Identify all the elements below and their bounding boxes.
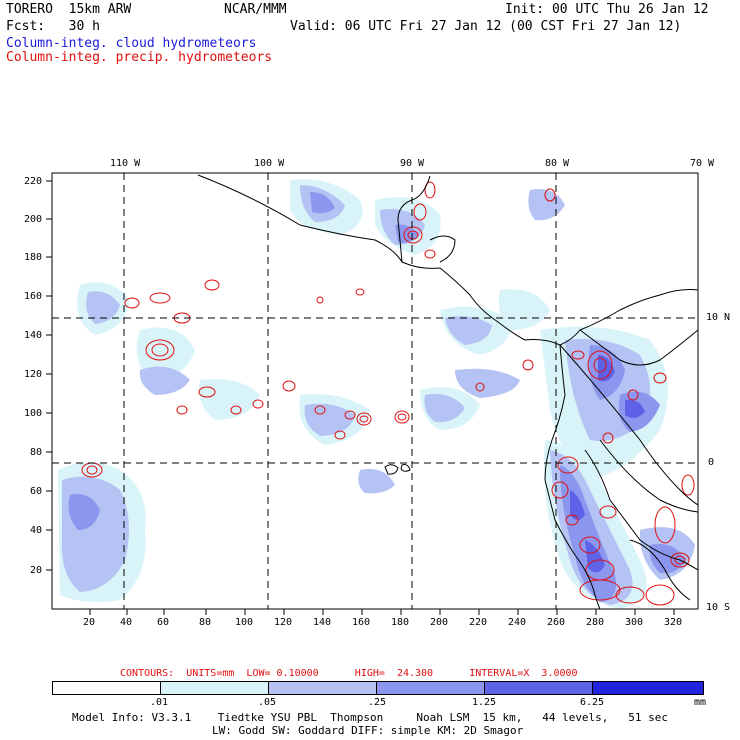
- precip-field-label: Column-integ. precip. hydrometeors: [6, 50, 273, 65]
- precip-contours: [81, 181, 695, 606]
- legend-label: 1.25: [472, 697, 497, 708]
- y-tick-label: 120: [24, 369, 43, 380]
- x-tick-label: 180: [391, 617, 410, 628]
- valid-time: Valid: 06 UTC Fri 27 Jan 12 (00 CST Fri …: [290, 19, 682, 34]
- y-tick-label: 40: [30, 525, 43, 536]
- init-time: Init: 00 UTC Thu 26 Jan 12: [505, 2, 709, 17]
- x-tick-label: 200: [430, 617, 449, 628]
- x-tick-label: 260: [547, 617, 566, 628]
- legend-swatch: [593, 682, 703, 694]
- y-tick-label: 140: [24, 330, 43, 341]
- legend-label: .05: [258, 697, 277, 708]
- lat-label-0: 0: [708, 457, 715, 468]
- center-label: NCAR/MMM: [224, 2, 287, 17]
- model-info: Model Info: V3.3.1 Tiedtke YSU PBL Thomp…: [72, 711, 669, 724]
- x-tick-label: 120: [274, 617, 293, 628]
- legend-unit: mm: [694, 697, 707, 708]
- y-tick-label: 100: [24, 408, 43, 419]
- cloud-shading: [58, 179, 695, 609]
- legend-label: .25: [368, 697, 387, 708]
- lon-label-90w: 90 W: [400, 158, 425, 169]
- x-tick-label: 320: [664, 617, 683, 628]
- x-tick-label: 300: [625, 617, 644, 628]
- y-tick-label: 200: [24, 214, 43, 225]
- y-tick-label: 80: [30, 447, 43, 458]
- y-tick-label: 220: [24, 176, 43, 187]
- x-tick-label: 80: [199, 617, 212, 628]
- lon-label-70w: 70 W: [690, 158, 715, 169]
- legend-swatch: [269, 682, 377, 694]
- latlon-grid: [52, 173, 698, 609]
- lon-label-100w: 100 W: [254, 158, 285, 169]
- color-legend: [52, 681, 704, 695]
- x-tick-label: 240: [508, 617, 527, 628]
- lon-label-80w: 80 W: [545, 158, 570, 169]
- x-tick-label: 280: [586, 617, 605, 628]
- lat-label-10n: 10 N: [706, 312, 731, 323]
- map-frame: [51, 172, 699, 610]
- legend-swatch: [485, 682, 593, 694]
- x-tick-label: 20: [83, 617, 96, 628]
- model-title: TORERO 15km ARW: [6, 2, 132, 17]
- lon-label-110w: 110 W: [110, 158, 141, 169]
- lat-label-10s: 10 S: [706, 602, 731, 613]
- x-tick-label: 40: [120, 617, 133, 628]
- x-tick-label: 140: [313, 617, 332, 628]
- x-tick-label: 100: [235, 617, 254, 628]
- y-tick-label: 160: [24, 291, 43, 302]
- x-tick-label: 60: [157, 617, 170, 628]
- legend-label: 6.25: [580, 697, 605, 708]
- legend-swatch: [161, 682, 269, 694]
- x-tick-label: 160: [352, 617, 371, 628]
- y-tick-label: 60: [30, 486, 43, 497]
- y-tick-label: 20: [30, 565, 43, 576]
- y-tick-label: 180: [24, 252, 43, 263]
- legend-label: .01: [150, 697, 169, 708]
- cloud-field-label: Column-integ. cloud hydrometeors: [6, 36, 257, 51]
- legend-swatch: [53, 682, 161, 694]
- axis-ticks: [46, 180, 675, 615]
- forecast-hour: Fcst: 30 h: [6, 19, 100, 34]
- coastlines: [197, 174, 698, 609]
- physics-info: LW: Godd SW: Goddard DIFF: simple KM: 2D…: [212, 724, 524, 737]
- legend-swatch: [377, 682, 485, 694]
- contours-info: CONTOURS: UNITS=mm LOW= 0.10000 HIGH= 24…: [120, 668, 578, 679]
- x-tick-label: 220: [469, 617, 488, 628]
